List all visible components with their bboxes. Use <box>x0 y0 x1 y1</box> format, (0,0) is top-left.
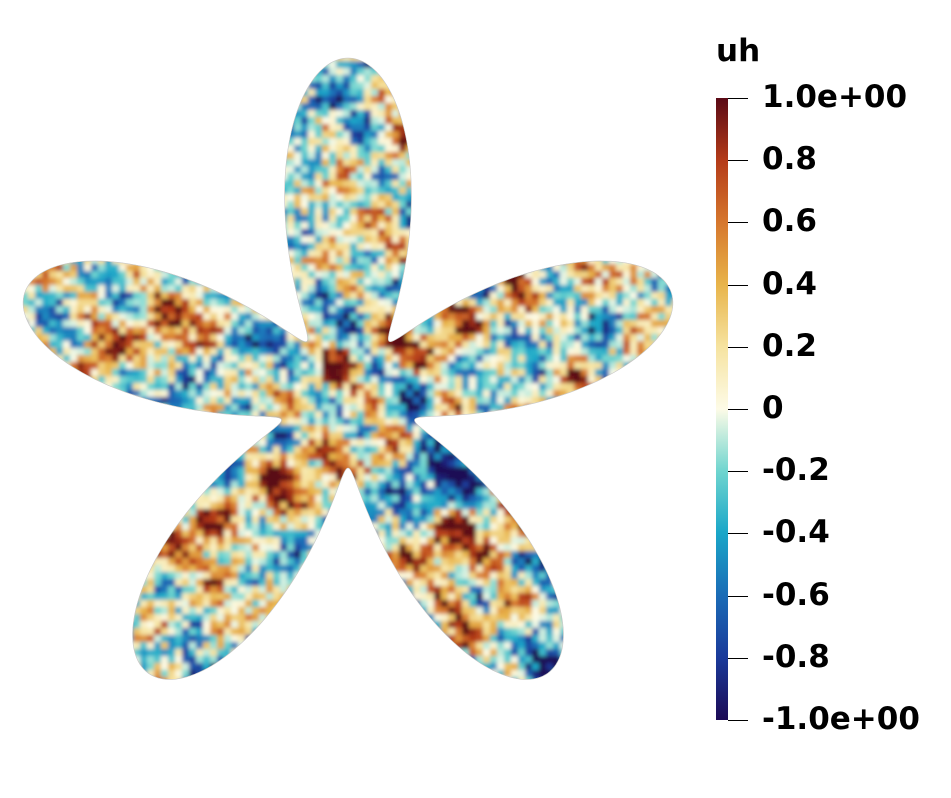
colorbar-title: uh <box>716 33 761 69</box>
colorbar-tick-label: -0.4 <box>762 514 830 550</box>
colorbar-tick-label: 0 <box>762 390 784 426</box>
colorbar-tick <box>728 471 748 472</box>
colorbar-tick <box>728 596 748 597</box>
colorbar-tick <box>728 347 748 348</box>
colorbar-tick <box>728 160 748 161</box>
colorbar-tick <box>728 658 748 659</box>
colorbar-tick-label: -0.8 <box>762 639 830 675</box>
colorbar-tick <box>728 222 748 223</box>
colorbar-tick-label: 0.6 <box>762 203 817 239</box>
star-domain-outline <box>22 57 674 680</box>
colorbar-tick <box>728 285 748 286</box>
colorbar-tick-label: -0.2 <box>762 452 830 488</box>
colorbar-tick-label: -1.0e+00 <box>762 701 920 737</box>
colorbar-tick-label: 0.8 <box>762 141 817 177</box>
colorbar-tick <box>728 98 748 99</box>
colorbar-tick-label: 1.0e+00 <box>762 79 908 115</box>
colorbar-tick-label: -0.6 <box>762 577 830 613</box>
star-field-plot <box>22 57 674 680</box>
random-field-cells <box>23 58 673 680</box>
colorbar-tick <box>728 409 748 410</box>
colorbar-tick-label: 0.4 <box>762 266 817 302</box>
colorbar-tick <box>728 720 748 721</box>
colorbar-gradient <box>716 98 728 720</box>
colorbar-tick-label: 0.2 <box>762 328 817 364</box>
colorbar-tick <box>728 533 748 534</box>
colorbar: uh 1.0e+00 0.8 0.6 0.4 0.2 0 -0.2 -0.4 -0.6 -0.8 -… <box>700 0 951 798</box>
